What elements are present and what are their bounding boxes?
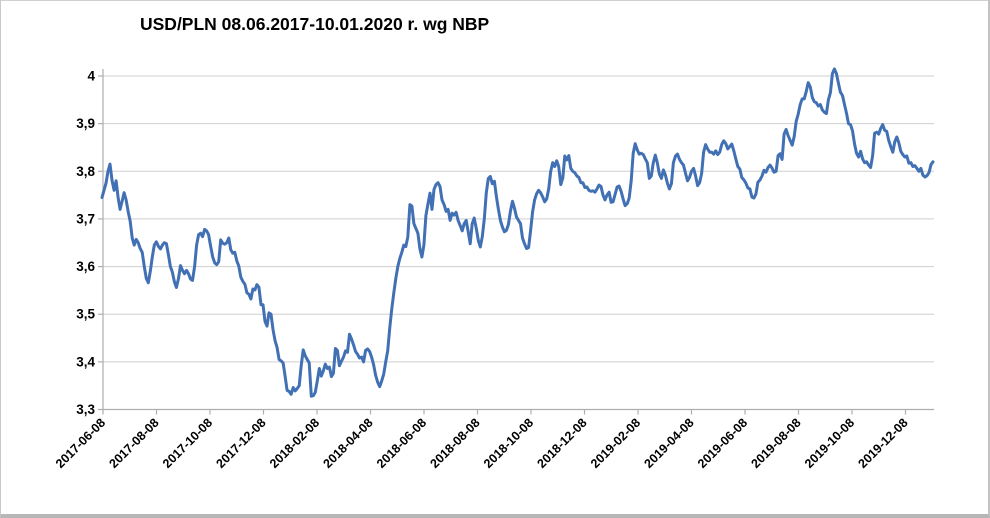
x-tick-label: 2019-06-08	[695, 416, 750, 471]
x-tick-label: 2019-10-08	[802, 416, 857, 471]
y-tick-label: 3,3	[76, 402, 95, 417]
usdpln-price-line	[100, 67, 935, 398]
x-tick-label: 2018-08-08	[428, 416, 483, 471]
x-tick-label: 2019-08-08	[749, 416, 804, 471]
y-tick-label: 3,8	[76, 164, 95, 179]
x-tick-label: 2019-12-08	[856, 416, 911, 471]
x-tick-label: 2019-04-08	[642, 416, 697, 471]
x-tick-label: 2018-12-08	[535, 416, 590, 471]
x-tick-label: 2017-12-08	[214, 416, 269, 471]
y-tick-label: 3,4	[76, 354, 95, 369]
y-tick-label: 3,6	[76, 259, 95, 274]
x-tick-label: 2018-04-08	[321, 416, 376, 471]
x-tick-label: 2019-02-08	[588, 416, 643, 471]
x-tick-label: 2017-10-08	[160, 416, 215, 471]
x-tick-label: 2018-10-08	[481, 416, 536, 471]
y-tick-label: 3,5	[76, 307, 95, 322]
x-tick-label: 2018-06-08	[374, 416, 429, 471]
x-tick-label: 2018-02-08	[267, 416, 322, 471]
chart-title: USD/PLN 08.06.2017-10.01.2020 r. wg NBP	[140, 14, 490, 34]
x-tick-label: 2017-06-08	[53, 416, 108, 471]
y-tick-label: 3,9	[76, 116, 95, 131]
y-tick-label: 3,7	[76, 211, 95, 226]
y-tick-label: 4	[87, 69, 95, 84]
x-tick-label: 2017-08-08	[107, 416, 162, 471]
